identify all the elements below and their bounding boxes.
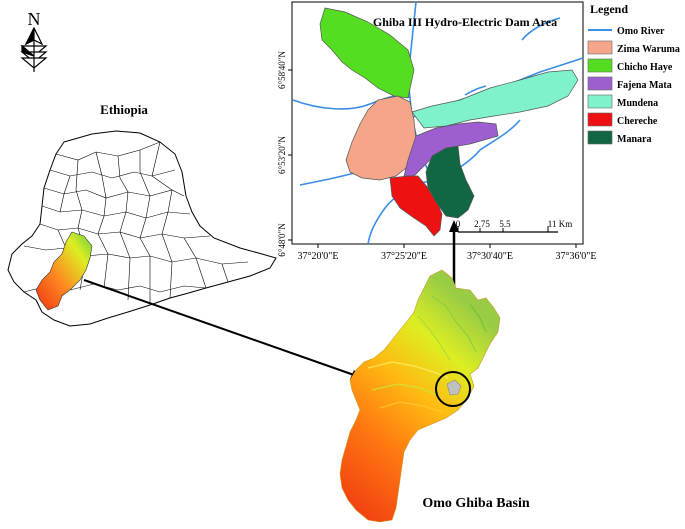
x-tick-label: 37°30'40"E	[467, 251, 513, 262]
legend-label: Manara	[617, 134, 651, 145]
dam-map-title: Ghiba III Hydro-Electric Dam Area	[373, 15, 557, 29]
legend-label: Omo River	[617, 26, 665, 37]
legend-swatch	[587, 58, 613, 73]
legend-label: Mundena	[617, 98, 658, 109]
ethiopia-omo-ghiba-basin	[35, 231, 93, 311]
legend-item: Fajena Mata	[587, 76, 672, 91]
y-tick-label: 6°48'0"N	[277, 223, 287, 257]
y-tick-label: 6°58'40"N	[277, 51, 287, 89]
x-tick-label: 37°25'20"E	[381, 251, 427, 262]
scale-label-0: 0	[456, 219, 461, 229]
region-chicho-haye	[319, 7, 415, 99]
legend-swatch	[587, 40, 613, 55]
basin-title: Omo Ghiba Basin	[422, 496, 530, 511]
x-tick-label: 37°36'0"E	[556, 251, 597, 262]
omo-ghiba-basin-dem	[339, 269, 501, 523]
legend-item: Zima Waruma	[587, 40, 680, 55]
north-arrow-label: N	[28, 9, 41, 29]
legend-swatch	[587, 130, 613, 145]
legend-swatch	[587, 112, 613, 127]
region-mundena	[411, 69, 579, 129]
north-arrow-icon	[20, 26, 48, 72]
dam-site-marker	[446, 379, 462, 396]
ethiopia-title: Ethiopia	[100, 102, 148, 117]
legend-label: Zima Waruma	[617, 44, 680, 55]
basin-terrain-texture	[367, 295, 487, 413]
region-manara	[425, 145, 475, 219]
pointer-arrow-basin	[83, 279, 362, 379]
y-tick-label: 6°53'20"N	[277, 136, 287, 174]
scale-bar: 0 2.75 5.5 11 Km	[456, 219, 572, 233]
legend-label: Chereche	[617, 116, 658, 127]
x-tick-label: 37°20'0"E	[298, 251, 339, 262]
legend-item: Manara	[587, 130, 651, 145]
dam-area-map: Ghiba III Hydro-Electric Dam Area 0 2.75…	[277, 1, 597, 262]
ethiopia-map	[7, 130, 277, 327]
north-arrow: N	[20, 9, 48, 72]
region-chereche	[389, 175, 443, 237]
legend-title: Legend	[590, 2, 628, 16]
legend: Legend Omo River Zima Waruma Chicho Haye Fa…	[587, 2, 680, 145]
scale-label-5-5: 5.5	[499, 219, 511, 229]
dam-map-tick-marks	[288, 69, 577, 248]
legend-swatch	[587, 76, 613, 91]
legend-item: Mundena	[587, 94, 658, 109]
omo-ghiba-basin-map: Omo Ghiba Basin	[339, 269, 530, 523]
legend-label: Chicho Haye	[617, 62, 673, 73]
legend-swatch	[587, 94, 613, 109]
scale-label-2-75: 2.75	[474, 219, 490, 229]
region-zima-waruma	[345, 95, 417, 181]
legend-label: Fajena Mata	[617, 80, 672, 91]
legend-item: Omo River	[588, 26, 665, 37]
scale-label-11: 11 Km	[548, 219, 572, 229]
legend-item: Chicho Haye	[587, 58, 673, 73]
ethiopia-admin-boundaries	[23, 141, 249, 304]
legend-item: Chereche	[587, 112, 658, 127]
dam-location-circle	[435, 371, 471, 407]
